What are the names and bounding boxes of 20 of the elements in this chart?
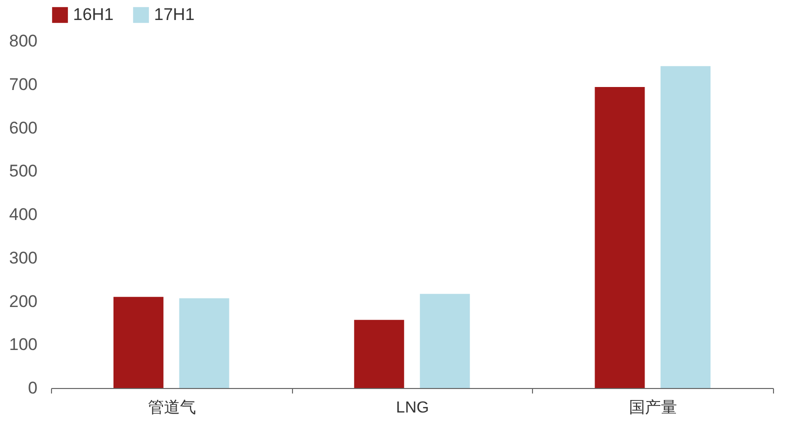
x-tick-label: 国产量 [629,398,678,416]
y-tick-label: 800 [9,32,38,50]
y-tick-label: 400 [9,205,38,224]
y-tick-label: 100 [9,335,38,354]
bar [113,296,164,388]
y-tick-label: 600 [9,118,38,138]
legend-label: 17H1 [154,5,195,24]
bar [594,86,645,388]
x-tick-label: LNG [396,400,429,416]
bar [179,298,230,388]
y-tick-label: 200 [9,292,38,311]
x-tick-label: 管道气 [148,400,196,416]
legend-label: 16H1 [73,5,114,24]
bar [354,320,404,388]
y-tick-label: 700 [9,74,38,94]
bar [420,294,470,388]
y-tick-label: 0 [28,378,38,398]
y-tick-label: 500 [9,162,38,181]
y-tick-label: 300 [9,248,38,268]
bar [660,66,711,388]
